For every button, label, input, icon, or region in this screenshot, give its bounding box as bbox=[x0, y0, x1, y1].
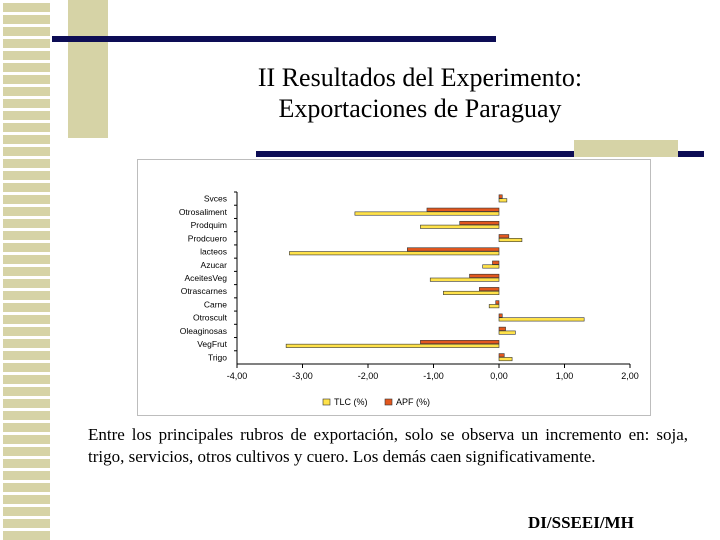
bar-tlc bbox=[488, 304, 500, 309]
bar-tlc bbox=[289, 251, 500, 256]
legend-label: APF (%) bbox=[396, 397, 430, 407]
x-tick-label: 0,00 bbox=[490, 371, 508, 381]
bar-apf bbox=[498, 194, 503, 199]
bar-apf bbox=[479, 287, 500, 292]
decorative-rule-top bbox=[52, 36, 496, 42]
bar-tlc bbox=[482, 264, 500, 269]
bar-apf bbox=[498, 234, 510, 239]
category-label: Otrosaliment bbox=[179, 207, 228, 217]
bar-tlc bbox=[498, 357, 513, 362]
bar-apf bbox=[498, 313, 503, 318]
chart-panel: -4,00 -3,00 -2,00 -1,00 0,00 1,00 2,00 Svces Otr… bbox=[137, 159, 651, 416]
bar-apf bbox=[420, 340, 500, 345]
bar-tlc bbox=[429, 277, 500, 282]
bar-tlc bbox=[498, 238, 523, 243]
category-label: VegFrut bbox=[197, 339, 227, 349]
x-tick-label: -2,00 bbox=[358, 371, 379, 381]
title-line-2: Exportaciones de Paraguay bbox=[278, 94, 562, 123]
bar-tlc bbox=[354, 211, 500, 216]
category-label: lacteos bbox=[200, 247, 227, 257]
legend-swatch bbox=[384, 398, 393, 406]
bar-chart: -4,00 -3,00 -2,00 -1,00 0,00 1,00 2,00 Svces Otr… bbox=[179, 191, 639, 407]
bar-apf bbox=[469, 273, 500, 278]
legend-swatch bbox=[322, 398, 331, 406]
bar-apf bbox=[498, 326, 506, 331]
category-label: Otrascarnes bbox=[181, 286, 227, 296]
bar-tlc bbox=[443, 290, 500, 295]
bar-apf bbox=[498, 353, 505, 358]
x-tick-label: 1,00 bbox=[556, 371, 574, 381]
body-paragraph: Entre los principales rubros de exportac… bbox=[88, 425, 688, 466]
legend-label: TLC (%) bbox=[334, 397, 368, 407]
category-label: Prodquim bbox=[191, 220, 227, 230]
category-label: Trigo bbox=[208, 352, 227, 362]
bar-apf bbox=[495, 300, 500, 305]
bar-tlc bbox=[498, 198, 508, 203]
category-label: Prodcuero bbox=[188, 233, 227, 243]
category-label: Azucar bbox=[201, 260, 228, 270]
decorative-block-right bbox=[574, 140, 678, 157]
x-tick-label: -4,00 bbox=[227, 371, 248, 381]
category-label: Svces bbox=[204, 194, 227, 204]
title-line-1: II Resultados del Experimento: bbox=[257, 63, 583, 92]
bar-tlc bbox=[285, 343, 500, 348]
slide-title: II Resultados del Experimento: Exportaci… bbox=[150, 62, 690, 124]
x-tick-label: -1,00 bbox=[423, 371, 444, 381]
bar-tlc bbox=[498, 317, 585, 322]
bar-tlc bbox=[420, 224, 500, 229]
bar-tlc bbox=[498, 330, 516, 335]
x-tick-label: -3,00 bbox=[292, 371, 313, 381]
bar-apf bbox=[492, 260, 500, 265]
x-tick-label: 2,00 bbox=[621, 371, 639, 381]
category-label: Carne bbox=[204, 299, 227, 309]
bar-apf bbox=[459, 220, 500, 225]
category-label: Oleaginosas bbox=[180, 326, 227, 336]
decorative-stripes bbox=[0, 0, 50, 540]
bar-apf bbox=[426, 207, 500, 212]
decorative-block-left bbox=[68, 0, 108, 138]
footer-label: DI/SSEEI/MH bbox=[528, 513, 634, 532]
decorative-rule-middle bbox=[256, 151, 704, 157]
category-label: AceitesVeg bbox=[184, 273, 227, 283]
category-label: Otroscult bbox=[193, 313, 228, 323]
bar-apf bbox=[406, 247, 500, 252]
